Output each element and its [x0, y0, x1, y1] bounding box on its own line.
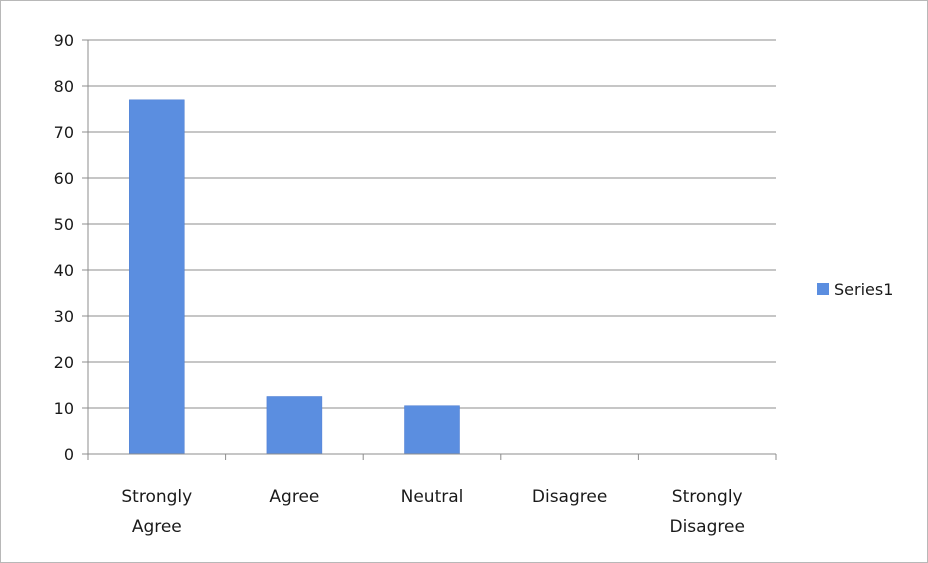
y-axis-ticks: 0 10 20 30 40 50 60 70 80 90 [54, 31, 89, 464]
x-tick-label: Neutral [401, 487, 464, 507]
x-axis-labels: Strongly Agree Agree Neutral Disagree Strongl… [121, 487, 745, 537]
y-tick-label: 70 [54, 123, 74, 142]
gridlines [88, 39, 776, 409]
x-tick-label: Strongly Agree [121, 487, 192, 537]
bar [266, 396, 323, 455]
y-tick-label: 40 [54, 261, 74, 280]
y-tick-label: 0 [64, 445, 74, 464]
y-tick-label: 60 [54, 169, 74, 188]
legend-label: Series1 [834, 280, 893, 299]
y-tick-label: 20 [54, 353, 74, 372]
y-tick-label: 30 [54, 307, 74, 326]
y-tick-label: 10 [54, 399, 74, 418]
bar [404, 405, 460, 455]
bars [129, 99, 460, 455]
bar [129, 99, 185, 455]
y-tick-label: 90 [54, 31, 74, 50]
y-tick-label: 50 [54, 215, 74, 234]
y-tick-label: 80 [54, 77, 74, 96]
x-tick-label: Strongly Disagree [669, 487, 744, 537]
x-tick-label: Disagree [532, 487, 607, 507]
legend: Series1 [817, 280, 893, 299]
x-axis [87, 453, 777, 460]
x-tick-label: Agree [269, 487, 319, 507]
legend-swatch [817, 283, 829, 295]
